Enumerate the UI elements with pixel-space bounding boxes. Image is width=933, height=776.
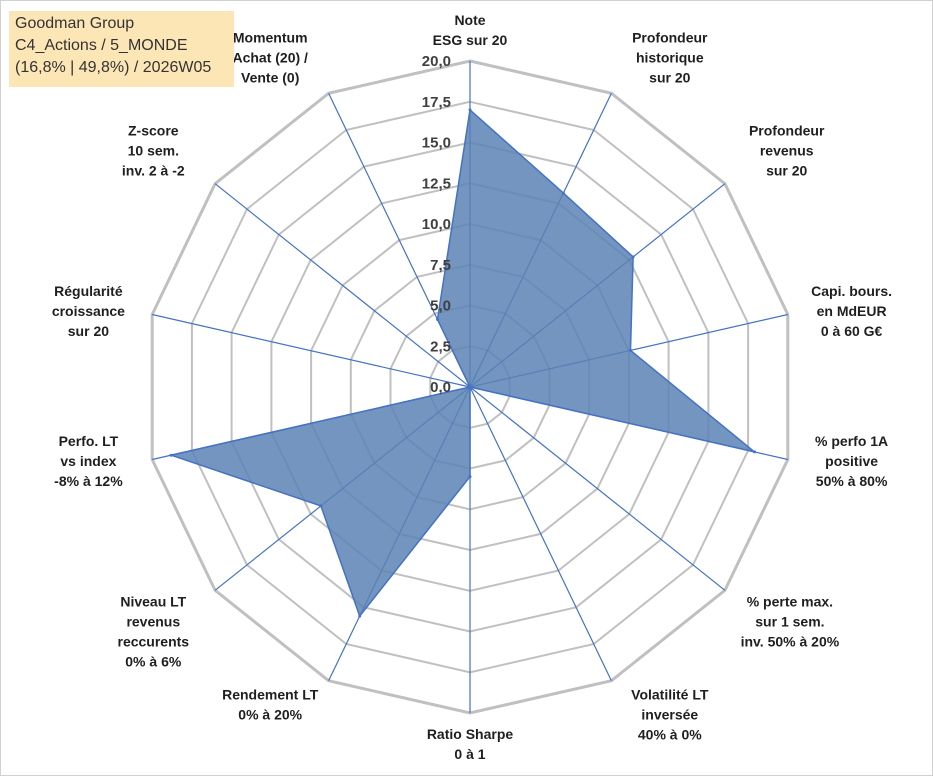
axis-label: Régularité croissance sur 20: [52, 283, 125, 339]
axis-label: Ratio Sharpe 0 à 1: [427, 726, 514, 762]
data-point: [631, 255, 635, 259]
data-point: [753, 450, 756, 454]
axis-label-line: 40% à 0%: [638, 727, 702, 743]
axis-label-line: sur 1 sem.: [755, 614, 824, 630]
axis-label-line: Régularité: [54, 283, 123, 299]
tick-label: 2,5: [430, 338, 451, 355]
axis-label-line: Perfo. LT: [59, 433, 119, 449]
axis-label: Profondeur revenus sur 20: [749, 123, 825, 179]
axis-label-line: inv. 50% à 20%: [741, 634, 840, 650]
axis-label-line: % perfo 1A: [815, 433, 888, 449]
axis-label: Rendement LT 0% à 20%: [222, 687, 319, 723]
axis-spoke: [469, 386, 612, 681]
tick-label: 5,0: [430, 298, 451, 315]
axis-label-line: Rendement LT: [222, 687, 319, 703]
axis-spoke: [152, 313, 471, 388]
data-point: [629, 348, 632, 352]
axis-label-line: en MdEUR: [817, 303, 887, 319]
axis-label-line: croissance: [52, 303, 125, 319]
tick-label: 0,0: [430, 379, 451, 396]
axis-label-line: 0 à 1: [454, 746, 485, 762]
axis-label-line: inversée: [641, 707, 698, 723]
tick-label: 12,5: [422, 175, 451, 192]
axis-label-line: Momentum: [233, 29, 308, 45]
axis-label-line: Vente (0): [241, 69, 299, 85]
axis-label-line: 0 à 60 G€: [821, 323, 883, 339]
data-point: [468, 108, 472, 112]
info-company-name: Goodman Group: [15, 15, 135, 32]
axis-label-line: 10 sem.: [128, 143, 179, 159]
axis-label-line: ESG sur 20: [433, 32, 508, 48]
axis-label-line: Achat (20) /: [232, 49, 308, 65]
tick-label: 7,5: [430, 257, 451, 274]
data-point: [436, 317, 439, 321]
axis-label-line: Niveau LT: [120, 594, 186, 610]
axis-label: % perte max. sur 1 sem. inv. 50% à 20%: [741, 594, 840, 650]
tick-label: 15,0: [422, 135, 451, 152]
axis-label-line: Volatilité LT: [631, 687, 709, 703]
axis-label-line: historique: [636, 49, 704, 65]
axis-label: Capi. bours. en MdEUR 0 à 60 G€: [811, 283, 892, 339]
axis-label-line: Ratio Sharpe: [427, 726, 514, 742]
axis-label-line: reccurents: [118, 634, 190, 650]
axis-label: Note ESG sur 20: [433, 12, 508, 48]
axis-label-line: 50% à 80%: [816, 473, 888, 489]
radar-series: [168, 108, 756, 618]
axis-label-line: Note: [454, 12, 485, 28]
axis-label-line: revenus: [760, 143, 814, 159]
axis-label: Niveau LT revenus reccurents 0% à 6%: [118, 594, 190, 670]
axis-label: Momentum Achat (20) / Vente (0): [232, 29, 308, 85]
axis-label-line: % perte max.: [747, 594, 833, 610]
axis-label-line: inv. 2 à -2: [122, 163, 185, 179]
radial-axis-ticks: 0,0 2,5 5,0 7,5 10,0 12,5 15,0 17,5 20,0: [422, 53, 451, 396]
axis-label: Perfo. LT vs index -8% à 12%: [54, 433, 123, 489]
axis-labels: Note ESG sur 20 Profondeur historique sur 20…: [52, 12, 892, 762]
axis-label: Volatilité LT inversée 40% à 0%: [631, 687, 709, 743]
data-point: [169, 453, 173, 457]
tick-label: 10,0: [422, 216, 451, 233]
data-point: [358, 614, 362, 618]
data-point: [319, 504, 323, 508]
axis-label-line: sur 20: [68, 323, 109, 339]
tick-label: 17,5: [422, 94, 451, 111]
axis-label-line: sur 20: [649, 69, 690, 85]
axis-label-line: Profondeur: [632, 29, 708, 45]
axis-label-line: sur 20: [766, 163, 807, 179]
data-point: [561, 191, 565, 195]
axis-label-line: positive: [825, 453, 878, 469]
axis-label-line: Profondeur: [749, 123, 825, 139]
data-point: [468, 385, 472, 389]
axis-label-line: vs index: [60, 453, 116, 469]
axis-label-line: revenus: [126, 614, 180, 630]
axis-label-line: Capi. bours.: [811, 283, 892, 299]
axis-spoke: [214, 183, 471, 388]
series-area: [168, 108, 755, 618]
info-category: C4_Actions / 5_MONDE: [15, 37, 188, 54]
axis-label: Z-score 10 sem. inv. 2 à -2: [122, 123, 185, 179]
axis-label-line: -8% à 12%: [54, 473, 123, 489]
axis-label-line: 0% à 6%: [125, 654, 182, 670]
axis-label-line: Z-score: [128, 123, 179, 139]
axis-label: Profondeur historique sur 20: [632, 29, 708, 85]
data-point: [468, 475, 472, 479]
axis-spoke: [469, 386, 726, 591]
info-stats: (16,8% | 49,8%) / 2026W05: [15, 59, 212, 76]
tick-label: 20,0: [422, 53, 451, 70]
axis-label: % perfo 1A positive 50% à 80%: [815, 433, 888, 489]
info-box: Goodman Group C4_Actions / 5_MONDE (16,8…: [9, 11, 234, 87]
axis-label-line: 0% à 20%: [238, 707, 302, 723]
